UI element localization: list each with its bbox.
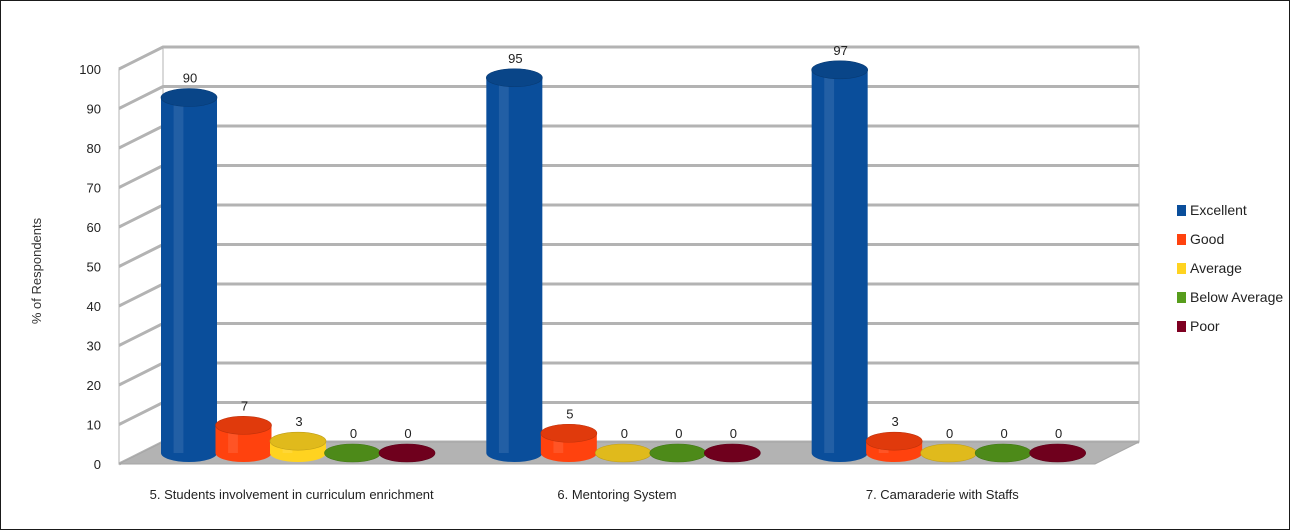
bar-highlight [553,433,564,453]
gridline [118,45,1139,71]
y-tick-label: 50 [87,260,101,275]
bar-poor [1029,443,1086,463]
bar-top [865,431,923,451]
bar-below-average [974,443,1032,463]
y-tick-label: 70 [87,181,101,196]
bar-top [324,443,381,463]
bar-body [811,69,868,462]
bar-top [540,423,598,443]
bar-top [704,443,761,463]
y-tick-label: 40 [87,299,101,314]
data-label: 3 [295,414,302,429]
legend-item: Below Average [1177,289,1283,305]
y-tick-label: 20 [87,378,101,393]
bar-excellent [811,60,868,462]
data-label: 0 [350,426,357,441]
bar-average [595,443,652,463]
y-tick-label: 60 [87,220,101,235]
data-labels: 90 7 3 0 0 95 5 0 0 0 97 3 0 0 0 [183,43,1063,441]
legend-item: Poor [1177,318,1220,334]
bar-top [486,68,543,88]
y-axis-title: % of Respondents [29,217,44,324]
bar-good [865,431,923,462]
bar-top [160,88,218,107]
legend-swatch [1177,292,1186,303]
bar-body [486,77,543,462]
x-tick-label: 5. Students involvement in curriculum en… [150,487,434,502]
legend-label: Good [1190,231,1224,247]
bar-top [378,443,436,463]
legend-label: Excellent [1190,202,1247,218]
bar-body [161,97,217,462]
bar-highlight [173,97,184,453]
bar-below-average [324,443,381,463]
x-tick-label: 6. Mentoring System [557,487,676,502]
y-tick-label: 10 [87,418,101,433]
bar-highlight [824,69,835,453]
y-tick-label: 0 [94,457,101,472]
legend-swatch [1177,205,1186,216]
bar-average [920,443,977,463]
data-label: 5 [566,406,573,421]
bar-good [215,416,272,462]
legend-swatch [1177,234,1186,245]
y-tick-label: 90 [87,102,101,117]
bar-below-average [649,443,707,463]
data-label: 90 [183,71,197,86]
data-label: 95 [508,51,522,66]
x-axis-categories: 5. Students involvement in curriculum en… [150,487,1020,502]
data-label: 7 [241,398,248,413]
data-label: 3 [892,414,899,429]
y-axis-ticks: 0 10 20 30 40 50 60 70 80 90 100 [79,62,101,472]
y-tick-label: 80 [87,141,101,156]
legend-label: Below Average [1190,289,1283,305]
legend: Excellent Good Average Below Average Poor [1177,202,1283,334]
legend-item: Average [1177,260,1242,276]
data-label: 97 [833,43,847,58]
bar-top [215,416,272,435]
bar-average [269,431,327,462]
x-tick-label: 7. Camaraderie with Staffs [866,487,1019,502]
bars [160,60,1086,463]
y-tick-label: 30 [87,339,101,354]
bar-good [540,423,598,462]
bar-top [649,443,707,463]
data-label: 0 [621,426,628,441]
legend-label: Average [1190,260,1242,276]
legend-swatch [1177,321,1186,332]
legend-item: Excellent [1177,202,1247,218]
bar-poor [704,443,761,463]
data-label: 0 [946,426,953,441]
legend-swatch [1177,263,1186,274]
bar-top [974,443,1032,463]
data-label: 0 [730,426,737,441]
data-label: 0 [1001,426,1008,441]
bar-excellent [160,88,218,462]
bar-highlight [498,77,509,453]
bar-highlight [228,425,238,453]
bar-excellent [486,68,543,462]
legend-label: Poor [1190,318,1220,334]
bar-top [920,443,977,463]
bar-top [811,60,868,80]
bar-top [269,431,327,451]
data-label: 0 [675,426,682,441]
data-label: 0 [1055,426,1062,441]
data-label: 0 [404,426,411,441]
y-tick-label: 100 [79,62,101,77]
bar-poor [378,443,436,463]
legend-item: Good [1177,231,1224,247]
bar-top [1029,443,1086,463]
bar-top [595,443,652,463]
